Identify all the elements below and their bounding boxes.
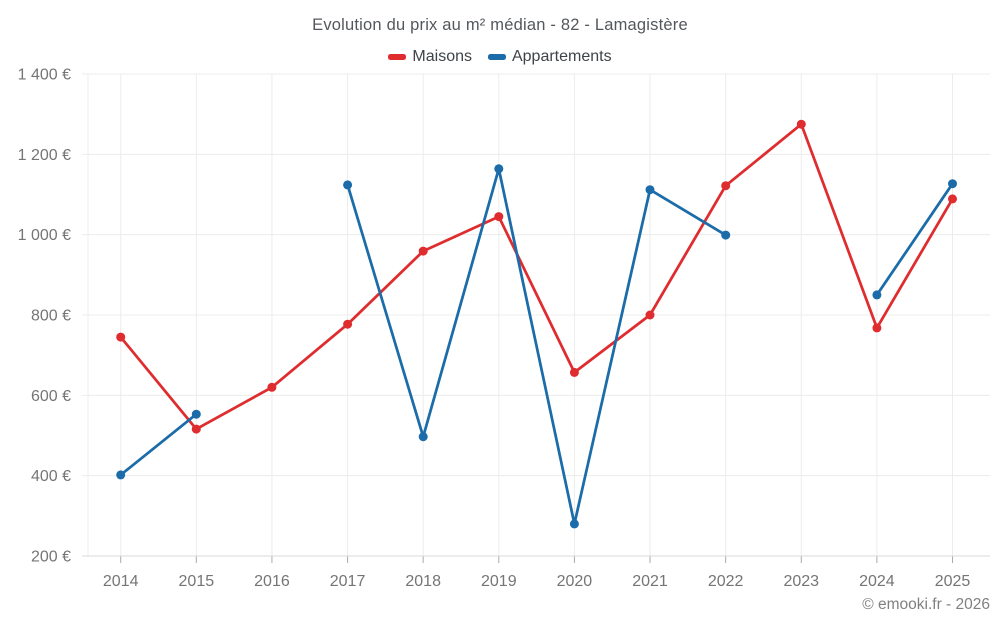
- y-axis-tick-label: 1 200 €: [18, 147, 71, 164]
- appartements-point[interactable]: [191, 409, 201, 419]
- maisons-legend-swatch-icon: [388, 53, 407, 60]
- y-axis-tick-label: 800 €: [31, 308, 71, 325]
- maisons-point[interactable]: [948, 194, 957, 204]
- maisons-point[interactable]: [267, 382, 277, 392]
- x-axis-tick-label: 2021: [632, 573, 668, 590]
- x-axis-tick-label: 2018: [405, 573, 441, 590]
- maisons-point[interactable]: [343, 319, 353, 329]
- maisons-point[interactable]: [569, 367, 579, 377]
- x-axis-tick-label: 2025: [935, 573, 971, 590]
- appartements-point[interactable]: [569, 519, 579, 529]
- appartements-point[interactable]: [494, 164, 504, 174]
- maisons-point[interactable]: [796, 119, 806, 129]
- appartements-legend-label: Appartements: [511, 48, 612, 65]
- legend-item-maisons[interactable]: Maisons: [388, 46, 472, 67]
- x-axis-tick-label: 2024: [859, 573, 895, 590]
- copyright-note: © emooki.fr - 2026: [862, 596, 990, 613]
- appartements-point[interactable]: [343, 180, 353, 190]
- maisons-line: [119, 122, 954, 431]
- x-axis-tick-label: 2016: [254, 573, 290, 590]
- maisons-point[interactable]: [191, 424, 201, 434]
- chart-title: Evolution du prix au m² médian - 82 - La…: [312, 16, 688, 34]
- appartements-point[interactable]: [116, 470, 126, 480]
- appartements-point[interactable]: [645, 185, 655, 195]
- chart-legend: Maisons Appartements: [0, 46, 1000, 67]
- appartements-legend-swatch-icon: [487, 53, 506, 60]
- x-axis-tick-label: 2023: [783, 573, 819, 590]
- y-axis-tick-label: 400 €: [31, 468, 71, 485]
- appartements-point[interactable]: [721, 230, 731, 240]
- maisons-point[interactable]: [645, 310, 655, 320]
- maisons-point[interactable]: [872, 323, 882, 333]
- x-axis-tick-label: 2014: [103, 573, 139, 590]
- appartements-line: [346, 167, 728, 526]
- maisons-point[interactable]: [494, 212, 504, 222]
- appartements-point[interactable]: [418, 432, 428, 442]
- x-axis-tick-label: 2020: [557, 573, 593, 590]
- maisons-legend-label: Maisons: [412, 48, 472, 65]
- appartements-point[interactable]: [948, 179, 957, 189]
- y-axis-tick-label: 1 000 €: [18, 227, 71, 244]
- y-axis-tick-label: 600 €: [31, 388, 71, 405]
- legend-item-appartements[interactable]: Appartements: [487, 46, 612, 67]
- maisons-point[interactable]: [721, 181, 731, 191]
- x-axis-tick-label: 2015: [179, 573, 215, 590]
- x-axis-tick-label: 2019: [481, 573, 517, 590]
- appartements-line: [119, 412, 198, 477]
- maisons-point[interactable]: [116, 332, 126, 342]
- maisons-point[interactable]: [418, 246, 428, 256]
- appartements-line: [875, 182, 954, 297]
- y-axis-tick-label: 200 €: [31, 549, 71, 566]
- x-axis-tick-label: 2022: [708, 573, 744, 590]
- y-axis-tick-label: 1 400 €: [18, 67, 71, 84]
- appartements-point[interactable]: [872, 290, 882, 300]
- x-axis-tick-label: 2017: [330, 573, 366, 590]
